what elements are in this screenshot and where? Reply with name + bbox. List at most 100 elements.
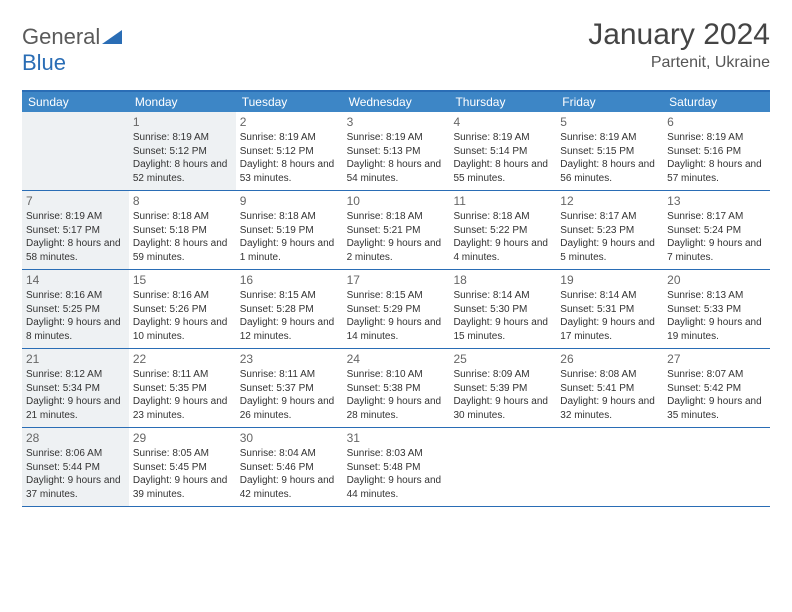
sunset-line: Sunset: 5:18 PM [133,224,232,238]
sunset-line: Sunset: 5:21 PM [347,224,446,238]
sunset-line: Sunset: 5:29 PM [347,303,446,317]
daylight-line: Daylight: 9 hours and 4 minutes. [453,237,552,264]
calendar-day: 22Sunrise: 8:11 AMSunset: 5:35 PMDayligh… [129,349,236,427]
weekday-header: Friday [556,92,663,112]
calendar-day: 16Sunrise: 8:15 AMSunset: 5:28 PMDayligh… [236,270,343,348]
daylight-line: Daylight: 9 hours and 21 minutes. [26,395,125,422]
daylight-line: Daylight: 8 hours and 52 minutes. [133,158,232,185]
sunset-line: Sunset: 5:16 PM [667,145,766,159]
day-number: 13 [667,193,766,209]
daylight-line: Daylight: 9 hours and 32 minutes. [560,395,659,422]
day-number: 27 [667,351,766,367]
day-number: 22 [133,351,232,367]
sunset-line: Sunset: 5:46 PM [240,461,339,475]
calendar-day: 12Sunrise: 8:17 AMSunset: 5:23 PMDayligh… [556,191,663,269]
daylight-line: Daylight: 9 hours and 7 minutes. [667,237,766,264]
calendar-day: 9Sunrise: 8:18 AMSunset: 5:19 PMDaylight… [236,191,343,269]
sunrise-line: Sunrise: 8:14 AM [560,289,659,303]
sunrise-line: Sunrise: 8:19 AM [240,131,339,145]
calendar-day: 29Sunrise: 8:05 AMSunset: 5:45 PMDayligh… [129,428,236,506]
calendar-day: 5Sunrise: 8:19 AMSunset: 5:15 PMDaylight… [556,112,663,190]
calendar-day: 10Sunrise: 8:18 AMSunset: 5:21 PMDayligh… [343,191,450,269]
sunset-line: Sunset: 5:28 PM [240,303,339,317]
sunrise-line: Sunrise: 8:18 AM [240,210,339,224]
sunset-line: Sunset: 5:19 PM [240,224,339,238]
logo-text-blue: Blue [22,50,66,75]
sunrise-line: Sunrise: 8:14 AM [453,289,552,303]
weekday-header: Monday [129,92,236,112]
day-number: 31 [347,430,446,446]
sunset-line: Sunset: 5:12 PM [133,145,232,159]
logo: General Blue [22,18,122,76]
sunset-line: Sunset: 5:44 PM [26,461,125,475]
sunset-line: Sunset: 5:14 PM [453,145,552,159]
calendar-day: 2Sunrise: 8:19 AMSunset: 5:12 PMDaylight… [236,112,343,190]
sunrise-line: Sunrise: 8:11 AM [133,368,232,382]
sunset-line: Sunset: 5:13 PM [347,145,446,159]
day-number: 15 [133,272,232,288]
day-number: 9 [240,193,339,209]
sunrise-line: Sunrise: 8:16 AM [133,289,232,303]
sunset-line: Sunset: 5:15 PM [560,145,659,159]
day-number: 6 [667,114,766,130]
sunrise-line: Sunrise: 8:03 AM [347,447,446,461]
day-number: 11 [453,193,552,209]
calendar-week: 28Sunrise: 8:06 AMSunset: 5:44 PMDayligh… [22,428,770,507]
daylight-line: Daylight: 9 hours and 42 minutes. [240,474,339,501]
day-number: 23 [240,351,339,367]
sunrise-line: Sunrise: 8:06 AM [26,447,125,461]
day-number: 19 [560,272,659,288]
day-number: 30 [240,430,339,446]
calendar-day: 23Sunrise: 8:11 AMSunset: 5:37 PMDayligh… [236,349,343,427]
sunrise-line: Sunrise: 8:15 AM [240,289,339,303]
sunset-line: Sunset: 5:31 PM [560,303,659,317]
sunrise-line: Sunrise: 8:04 AM [240,447,339,461]
sunrise-line: Sunrise: 8:07 AM [667,368,766,382]
calendar-day: 1Sunrise: 8:19 AMSunset: 5:12 PMDaylight… [129,112,236,190]
daylight-line: Daylight: 8 hours and 55 minutes. [453,158,552,185]
calendar-day [22,112,129,190]
calendar-day: 30Sunrise: 8:04 AMSunset: 5:46 PMDayligh… [236,428,343,506]
day-number: 21 [26,351,125,367]
day-number: 12 [560,193,659,209]
calendar-day: 19Sunrise: 8:14 AMSunset: 5:31 PMDayligh… [556,270,663,348]
calendar-day: 26Sunrise: 8:08 AMSunset: 5:41 PMDayligh… [556,349,663,427]
daylight-line: Daylight: 9 hours and 1 minute. [240,237,339,264]
weekday-header-row: SundayMondayTuesdayWednesdayThursdayFrid… [22,92,770,112]
sunrise-line: Sunrise: 8:19 AM [453,131,552,145]
sunset-line: Sunset: 5:17 PM [26,224,125,238]
calendar-day: 17Sunrise: 8:15 AMSunset: 5:29 PMDayligh… [343,270,450,348]
weekday-header: Thursday [449,92,556,112]
daylight-line: Daylight: 9 hours and 44 minutes. [347,474,446,501]
calendar-week: 7Sunrise: 8:19 AMSunset: 5:17 PMDaylight… [22,191,770,270]
calendar-day: 7Sunrise: 8:19 AMSunset: 5:17 PMDaylight… [22,191,129,269]
sunset-line: Sunset: 5:38 PM [347,382,446,396]
sunset-line: Sunset: 5:37 PM [240,382,339,396]
day-number: 24 [347,351,446,367]
sunrise-line: Sunrise: 8:05 AM [133,447,232,461]
calendar-day: 21Sunrise: 8:12 AMSunset: 5:34 PMDayligh… [22,349,129,427]
calendar-day: 8Sunrise: 8:18 AMSunset: 5:18 PMDaylight… [129,191,236,269]
day-number: 1 [133,114,232,130]
sunset-line: Sunset: 5:34 PM [26,382,125,396]
sunset-line: Sunset: 5:45 PM [133,461,232,475]
daylight-line: Daylight: 8 hours and 54 minutes. [347,158,446,185]
daylight-line: Daylight: 9 hours and 5 minutes. [560,237,659,264]
sunrise-line: Sunrise: 8:10 AM [347,368,446,382]
day-number: 2 [240,114,339,130]
daylight-line: Daylight: 8 hours and 53 minutes. [240,158,339,185]
page-header: General Blue January 2024 Partenit, Ukra… [22,18,770,76]
day-number: 18 [453,272,552,288]
calendar-week: 21Sunrise: 8:12 AMSunset: 5:34 PMDayligh… [22,349,770,428]
daylight-line: Daylight: 9 hours and 23 minutes. [133,395,232,422]
weekday-header: Wednesday [343,92,450,112]
calendar-day [663,428,770,506]
weekday-header: Tuesday [236,92,343,112]
sunset-line: Sunset: 5:12 PM [240,145,339,159]
sunrise-line: Sunrise: 8:11 AM [240,368,339,382]
sunset-line: Sunset: 5:24 PM [667,224,766,238]
sunrise-line: Sunrise: 8:17 AM [560,210,659,224]
calendar-day: 24Sunrise: 8:10 AMSunset: 5:38 PMDayligh… [343,349,450,427]
sunset-line: Sunset: 5:41 PM [560,382,659,396]
sunrise-line: Sunrise: 8:17 AM [667,210,766,224]
